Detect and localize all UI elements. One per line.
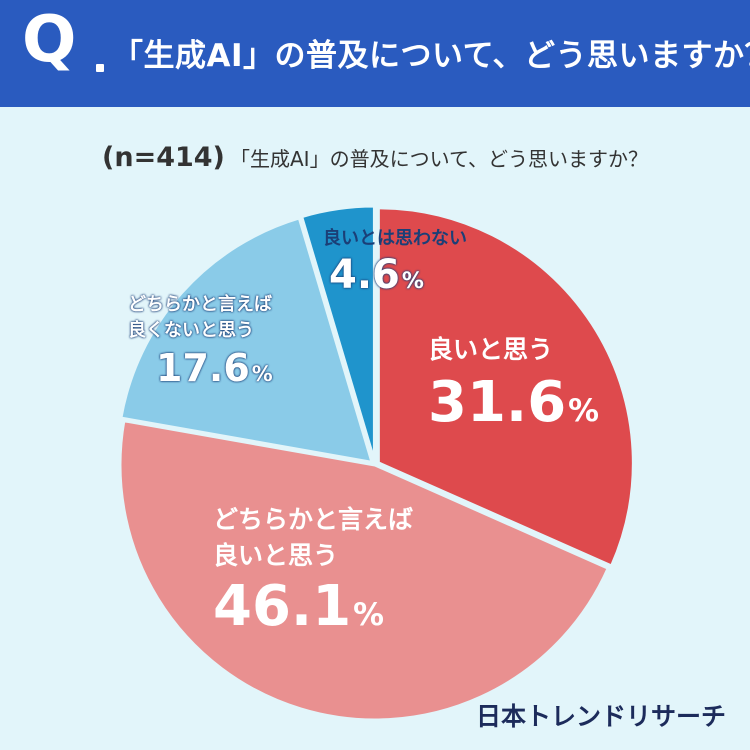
slice-value-somewhat-good: 46.1% [213,574,385,639]
q-mark: Q [22,3,77,77]
slice-label-somewhat-good: どちらかと言えば 良いと思う 46.1% [213,500,413,639]
question-text: 「生成AI」の普及について、どう思いますか？ [112,38,750,74]
slice-label-bad: 良いとは思わない 4.6% [323,224,467,298]
brand-logo: 日本トレンドリサーチ [475,702,726,731]
slice-label-somewhat-bad-line1: どちらかと言えば [128,294,272,315]
slice-label-good: 良いと思う 31.6% [428,330,599,435]
pie-slice-bad [299,204,376,462]
sample-size: (n=414) [102,142,225,173]
slice-label-somewhat-good-line2: 良いと思う [213,541,339,570]
pie-slice-somewhat-good [118,418,611,722]
pie-slice-good [376,206,635,569]
chart-subtitle: (n=414) 「生成AI」の普及について、どう思いますか？ [0,142,750,173]
subtitle-question: 「生成AI」の普及について、どう思いますか？ [230,147,648,171]
slice-value-bad: 4.6% [329,252,424,298]
slice-value-somewhat-bad: 17.6% [156,346,273,390]
slice-value-good: 31.6% [428,370,600,435]
slice-label-somewhat-bad: どちらかと言えば 良くないと思う 17.6% [128,290,273,390]
pie-slice-somewhat-bad [119,216,375,465]
slice-label-somewhat-bad-line2: 良くないと思う [128,320,254,341]
slice-label-bad-text: 良いとは思わない [323,228,467,249]
slice-label-somewhat-good-line1: どちらかと言えば [213,505,414,534]
question-header: Q 「生成AI」の普及について、どう思いますか？ [0,0,750,107]
q-dot [96,64,104,72]
slice-label-good-text: 良いと思う [428,335,554,364]
